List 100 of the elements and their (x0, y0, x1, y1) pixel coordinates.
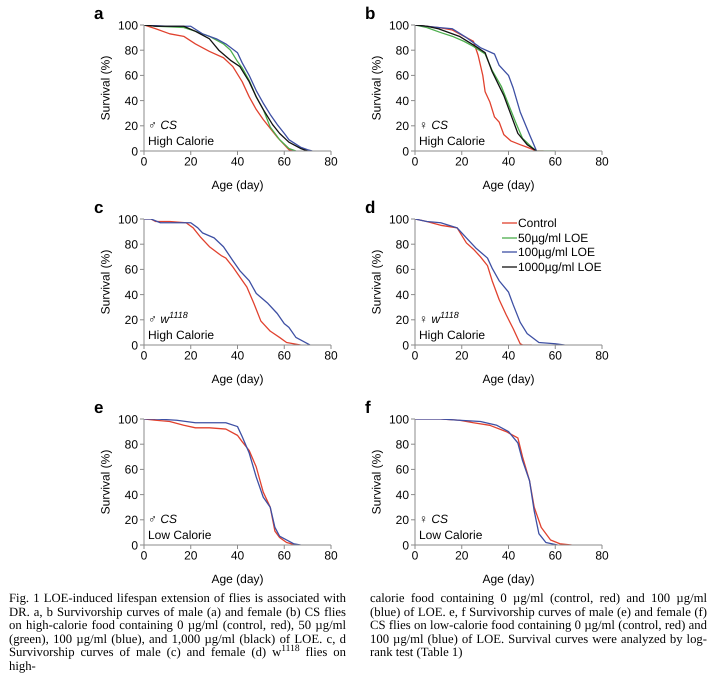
x-tick-label: 20 (455, 548, 469, 563)
annotation: ♂ CS (148, 118, 178, 132)
y-tick-label: 80 (124, 43, 138, 58)
y-tick-label: 40 (124, 288, 138, 302)
x-tick-label: 0 (140, 348, 148, 363)
y-tick-label: 0 (402, 144, 410, 158)
x-tick-label: 20 (184, 154, 198, 169)
x-tick-label: 0 (140, 154, 148, 169)
y-tick-label: 40 (396, 94, 410, 108)
y-tick-label: 0 (131, 144, 138, 158)
chart-title: a (94, 4, 104, 23)
y-tick-label: 60 (396, 262, 410, 277)
x-axis-title: Age (day) (482, 572, 535, 586)
x-tick-label: 80 (595, 348, 609, 363)
y-axis-title: Survival (%) (369, 450, 384, 514)
y-tick-label: 60 (124, 462, 138, 477)
chart-title: f (365, 398, 371, 417)
annotation: ♀ CS (419, 118, 448, 132)
y-tick-label: 80 (396, 437, 410, 452)
x-tick-label: 60 (278, 154, 292, 169)
y-axis-title: Survival (%) (98, 450, 112, 514)
annotation: High Calorie (419, 134, 486, 148)
x-tick-label: 20 (184, 548, 198, 563)
y-tick-label: 20 (124, 313, 138, 328)
x-axis-title: Age (day) (482, 372, 535, 386)
y-tick-label: 40 (124, 94, 138, 108)
annotation: ♀ CS (419, 512, 448, 526)
x-tick-label: 80 (595, 154, 609, 169)
y-tick-label: 40 (396, 288, 410, 302)
annotation: Low Calorie (148, 528, 212, 542)
y-tick-label: 100 (118, 212, 138, 226)
legend-label: Control (518, 216, 557, 230)
chart-title: b (365, 4, 376, 23)
y-tick-label: 80 (124, 437, 138, 452)
x-tick-label: 60 (278, 548, 292, 563)
x-tick-label: 80 (324, 548, 338, 563)
y-tick-label: 100 (388, 18, 410, 32)
chart-title: e (94, 398, 104, 417)
y-tick-label: 100 (388, 412, 410, 426)
legend-label: 100µg/ml LOE (518, 245, 595, 260)
y-tick-label: 20 (396, 119, 410, 134)
x-tick-label: 60 (548, 348, 562, 363)
x-tick-label: 40 (502, 548, 516, 563)
y-tick-label: 20 (124, 513, 138, 528)
y-tick-label: 60 (124, 68, 138, 83)
x-tick-label: 0 (412, 348, 419, 363)
x-tick-label: 80 (595, 548, 609, 563)
y-tick-label: 100 (118, 18, 138, 32)
x-tick-label: 80 (324, 154, 338, 169)
chart-title: c (94, 198, 104, 217)
annotation: High Calorie (148, 328, 214, 342)
x-tick-label: 40 (230, 154, 244, 169)
x-tick-label: 60 (548, 154, 562, 169)
x-tick-label: 40 (502, 348, 516, 363)
y-tick-label: 80 (396, 237, 410, 252)
y-tick-label: 100 (388, 212, 410, 226)
x-tick-label: 0 (412, 548, 419, 563)
x-tick-label: 0 (412, 154, 419, 169)
y-axis-title: Survival (%) (98, 250, 112, 314)
y-tick-label: 80 (396, 43, 410, 58)
y-tick-label: 0 (131, 538, 138, 552)
y-tick-label: 100 (118, 412, 138, 426)
annotation: ♀ w$^{1118}$ (419, 310, 459, 326)
y-tick-label: 20 (124, 119, 138, 134)
y-tick-label: 0 (402, 538, 410, 552)
x-axis-title: Age (day) (211, 178, 264, 192)
annotation: Low Calorie (419, 528, 482, 542)
y-tick-label: 20 (396, 313, 410, 328)
x-tick-label: 20 (455, 154, 469, 169)
y-tick-label: 80 (124, 237, 138, 252)
annotation: High Calorie (148, 134, 214, 148)
x-tick-label: 0 (140, 548, 148, 563)
y-tick-label: 20 (396, 513, 410, 528)
x-tick-label: 60 (278, 348, 292, 363)
x-tick-label: 40 (230, 348, 244, 363)
annotation: ♂ w$^{1118}$ (148, 310, 188, 326)
y-tick-label: 40 (396, 488, 410, 502)
y-tick-label: 0 (131, 338, 138, 352)
x-axis-title: Age (day) (211, 372, 264, 386)
x-tick-label: 20 (455, 348, 469, 363)
chart-title: d (365, 198, 376, 217)
y-axis-title: Survival (%) (369, 56, 384, 120)
y-tick-label: 40 (124, 488, 138, 502)
x-tick-label: 40 (230, 548, 244, 563)
y-axis-title: Survival (%) (369, 250, 384, 314)
text: calorie food containing 0 µg/ml (control, red) and 100 µg/ml (blue) of LOE. e, f Survivorship curves of male (e) and female (f) CS flies on low-calorie food containing 0 µg/ml (control, red) and 100 µg/ml (blue) of LOE. Survival curves were analyzed by log-rank test (Table 1) (370, 591, 707, 659)
x-tick-label: 80 (324, 348, 338, 363)
text: Fig. 1 LOE-induced lifespan extension of flies is associated with DR. a, b Survivorship curves of male (a) and female (b) CS flies on high-calorie food containing 0 µg/ml (control, red), 50 µg/ml (green), 100 µg/ml (blue), and 1,000 µg/ml (black) of LOE. c, d Survivorship curves of male (c) and female (d) w$^{1118}$ flies on high- (9, 591, 346, 672)
x-tick-label: 40 (502, 154, 516, 169)
x-axis-title: Age (day) (482, 178, 535, 192)
y-tick-label: 60 (396, 68, 410, 83)
x-axis-title: Age (day) (211, 572, 264, 586)
legend-label: 1000µg/ml LOE (518, 260, 602, 274)
y-tick-label: 60 (396, 462, 410, 477)
x-tick-label: 60 (548, 548, 562, 563)
annotation: High Calorie (419, 328, 486, 342)
y-tick-label: 60 (124, 262, 138, 277)
y-axis-title: Survival (%) (98, 56, 112, 120)
y-tick-label: 0 (402, 338, 410, 352)
annotation: ♂ CS (148, 512, 178, 526)
